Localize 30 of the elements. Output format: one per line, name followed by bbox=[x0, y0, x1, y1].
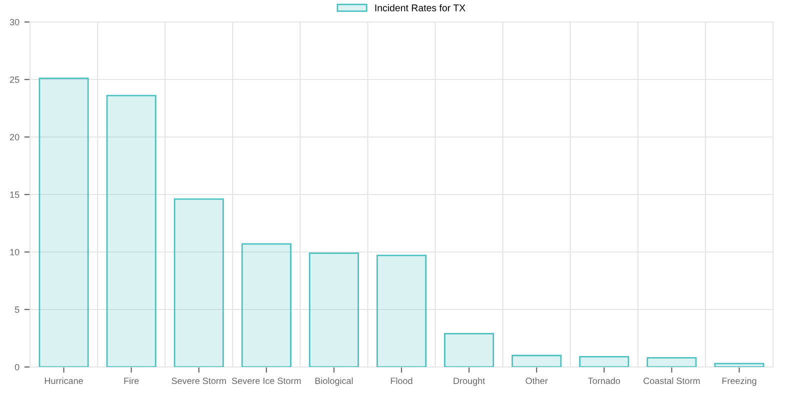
bar bbox=[308, 252, 359, 367]
bar bbox=[38, 78, 89, 367]
y-tick-label: 25 bbox=[10, 76, 20, 83]
bar bbox=[376, 254, 427, 367]
bar bbox=[512, 354, 562, 367]
x-tick-label: Fire bbox=[124, 377, 139, 384]
legend-label: Incident Rates for TX bbox=[375, 4, 466, 12]
x-tick-label: Severe Ice Storm bbox=[232, 378, 301, 384]
y-tick-label: 20 bbox=[10, 134, 20, 140]
y-tick-label: 15 bbox=[10, 192, 20, 198]
bar bbox=[174, 198, 224, 367]
x-tick-label: Freezing bbox=[722, 377, 756, 386]
y-tick-label: 5 bbox=[14, 306, 20, 313]
bar bbox=[646, 357, 697, 367]
bar bbox=[714, 362, 764, 367]
x-tick-label: Drought bbox=[454, 377, 486, 386]
x-tick-label: Other bbox=[526, 377, 548, 384]
x-tick-label: Biological bbox=[315, 377, 353, 386]
x-tick-label: Tornado bbox=[588, 377, 620, 384]
x-tick-label: Flood bbox=[390, 377, 412, 384]
bar bbox=[444, 332, 494, 367]
y-tick-label: 30 bbox=[10, 18, 20, 26]
bar bbox=[241, 243, 292, 367]
bar bbox=[106, 94, 156, 367]
x-tick-label: Hurricane bbox=[44, 377, 83, 384]
y-tick-label: 10 bbox=[10, 248, 20, 256]
x-tick-label: Coastal Storm bbox=[644, 377, 700, 384]
y-tick-label: 0 bbox=[14, 364, 20, 370]
x-tick-label: Severe Storm bbox=[172, 378, 226, 384]
bar bbox=[579, 356, 630, 367]
